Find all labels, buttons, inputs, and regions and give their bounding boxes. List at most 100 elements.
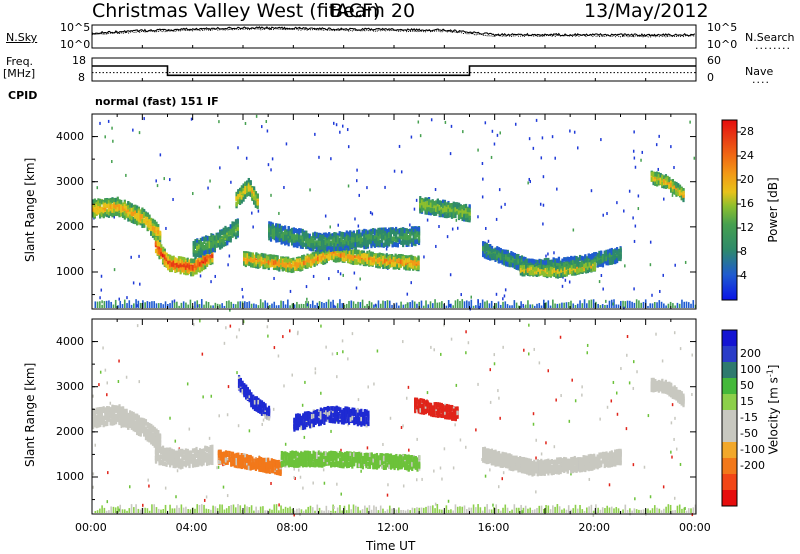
echo-cell — [322, 235, 325, 240]
echo-cell — [258, 258, 262, 263]
echo-cell — [359, 236, 362, 242]
clutter-mark — [341, 303, 344, 308]
echo-cell — [304, 260, 307, 266]
echo-cell — [547, 258, 550, 263]
echo-cell — [302, 260, 306, 266]
echo-cell — [154, 248, 158, 254]
echo-cell — [407, 228, 410, 234]
echo-cell — [345, 233, 348, 238]
echo-speckle — [484, 121, 487, 125]
echo-cell — [414, 229, 417, 234]
echo-cell — [280, 238, 283, 244]
echo-speckle — [540, 156, 543, 160]
echo-cell — [339, 253, 343, 258]
clutter-mark — [642, 301, 645, 308]
echo-cell — [350, 231, 354, 237]
echo-speckle — [100, 274, 103, 278]
echo-cell — [375, 261, 378, 267]
echo-cell — [368, 229, 371, 234]
clutter-mark — [352, 301, 355, 308]
echo-cell — [442, 199, 445, 205]
echo-cell — [373, 257, 376, 263]
echo-cell — [378, 257, 381, 263]
echo-cell — [461, 215, 464, 220]
clutter-mark — [452, 305, 454, 308]
echo-cell — [364, 261, 367, 267]
echo-cell — [327, 254, 330, 260]
echo-cell — [466, 207, 469, 213]
echo-cell — [234, 232, 238, 237]
echo-cell — [508, 255, 511, 261]
echo-cell — [405, 233, 408, 238]
echo-cell — [272, 254, 276, 260]
clutter-mark — [325, 301, 328, 308]
echo-speckle — [514, 122, 517, 126]
clutter-mark — [540, 305, 543, 308]
echo-cell — [499, 258, 502, 264]
echo-cell — [167, 259, 170, 265]
echo-cell — [450, 207, 454, 212]
echo-cell — [338, 257, 341, 262]
echo-cell — [341, 256, 344, 262]
echo-cell — [313, 241, 317, 246]
echo-cell — [568, 257, 571, 263]
echo-speckle — [353, 271, 356, 275]
echo-cell — [298, 237, 301, 242]
clutter-mark — [570, 300, 572, 308]
echo-cell — [396, 258, 399, 264]
echo-cell — [461, 209, 464, 214]
echo-cell — [383, 262, 387, 267]
clutter-mark — [653, 301, 656, 308]
echo-cell — [338, 242, 341, 247]
echo-cell — [272, 263, 276, 269]
echo-cell — [209, 259, 212, 264]
echo-cell — [204, 245, 208, 251]
echo-cell — [450, 213, 454, 218]
echo-cell — [251, 187, 254, 193]
echo-cell — [167, 264, 170, 269]
echo-cell — [157, 224, 160, 229]
clutter-mark — [151, 301, 153, 308]
clutter-mark — [588, 300, 590, 308]
echo-cell — [356, 229, 359, 235]
clutter-mark — [348, 300, 350, 308]
clutter-mark — [413, 301, 416, 308]
clutter-mark — [359, 302, 362, 308]
echo-speckle — [502, 297, 504, 301]
echo-cell — [345, 243, 348, 248]
echo-cell — [151, 231, 155, 236]
echo-cell — [429, 200, 432, 205]
echo-cell — [107, 200, 111, 205]
echo-cell — [224, 241, 227, 247]
echo-cell — [251, 196, 254, 202]
echo-cell — [144, 216, 148, 221]
clutter-mark — [253, 303, 255, 308]
echo-cell — [392, 265, 395, 270]
echo-cell — [196, 239, 199, 245]
echo-cell — [313, 251, 316, 257]
echo-cell — [346, 258, 350, 264]
clutter-mark — [465, 300, 468, 308]
echo-cell — [328, 239, 331, 244]
echo-cell — [125, 208, 128, 214]
echo-cell — [116, 201, 119, 206]
echo-cell — [238, 187, 242, 193]
echo-speckle — [556, 187, 558, 191]
echo-cell — [312, 243, 315, 248]
echo-cell — [487, 250, 490, 255]
echo-cell — [334, 257, 337, 263]
echo-cell — [301, 265, 304, 270]
echo-speckle — [568, 280, 571, 284]
echo-cell — [120, 202, 123, 207]
echo-cell — [376, 261, 380, 266]
echo-speckle — [218, 120, 220, 124]
echo-speckle — [337, 270, 339, 274]
echo-cell — [408, 255, 411, 260]
clutter-mark — [678, 303, 681, 308]
echo-cell — [269, 221, 273, 227]
echo-cell — [355, 259, 358, 264]
clutter-mark — [490, 300, 493, 308]
echo-cell — [219, 229, 222, 235]
echo-cell — [410, 242, 414, 247]
echo-cell — [287, 226, 290, 231]
